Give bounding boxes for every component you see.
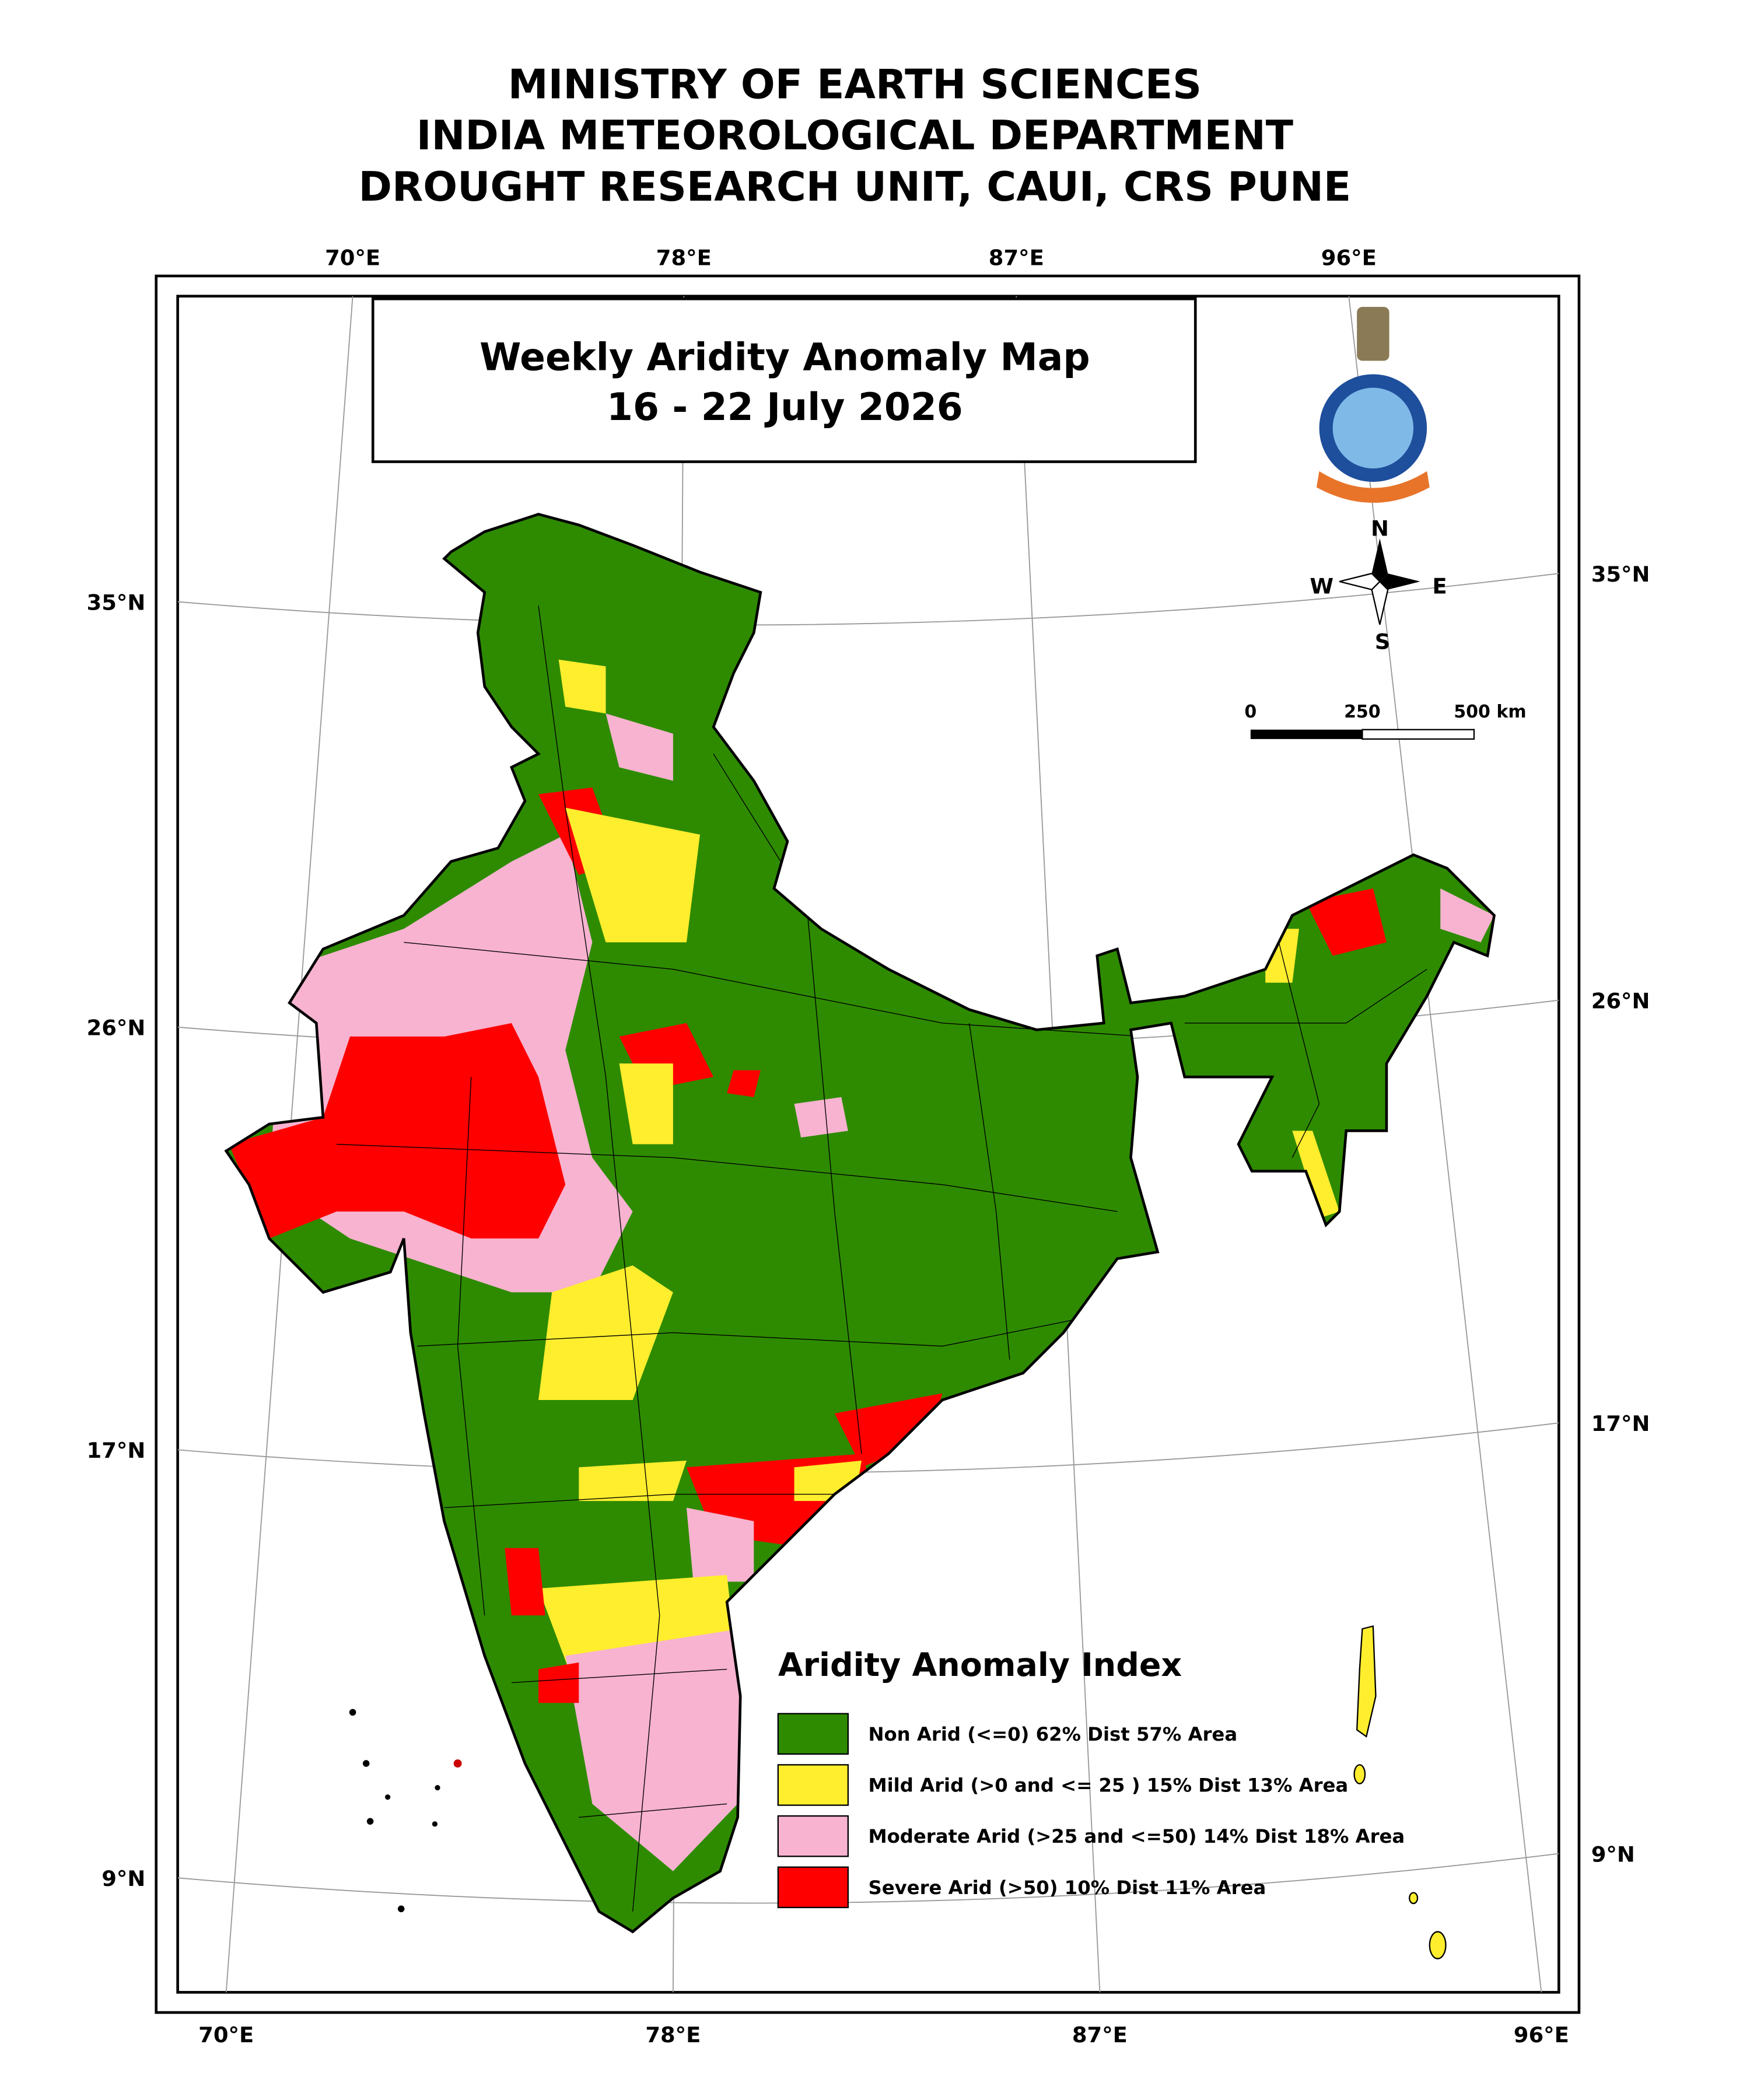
region-severe [505,1548,545,1616]
andaman-nicobar [1353,1625,1447,1959]
legend-swatch [777,1815,849,1857]
map-period: 16 - 22 July 2026 [607,386,963,429]
longitude-label: 96°E [1514,2022,1569,2048]
region-moderate [606,713,673,781]
graticule-labels: 70°E 78°E 87°E 96°E 70°E 78°E 87°E 96°E 35°N 26°N… [87,246,1650,2048]
parallel [177,573,1559,626]
region-mild [619,1063,673,1144]
region-severe [727,1070,761,1097]
header-line: MINISTRY OF EARTH SCIENCES [508,61,1202,108]
compass-west: W [1310,574,1334,599]
longitude-label: 70°E [198,2022,254,2048]
emblem-globe [1332,387,1414,469]
compass: N S E W [1310,516,1447,654]
scale-label: 500 km [1454,702,1526,722]
region-severe [834,1393,943,1468]
region-mild [565,807,700,943]
emblem-lions [1357,307,1390,361]
longitude-label: 87°E [989,246,1044,271]
compass-south: S [1375,629,1391,654]
region-moderate [794,1097,848,1138]
longitude-label: 78°E [656,246,712,271]
title-box [371,298,1197,463]
inner-frame [176,295,1560,1994]
longitude-label: 87°E [1072,2022,1128,2048]
header-line: DROUGHT RESEARCH UNIT, CAUI, CRS PUNE [359,164,1352,211]
india-outline [224,513,1496,1934]
region-mild [579,1460,687,1502]
lakshadweep [349,1709,462,1913]
latitude-label: 9°N [1591,1842,1635,1867]
header-line: INDIA METEOROLOGICAL DEPARTMENT [416,113,1293,159]
latitude-label: 17°N [87,1438,146,1463]
scale-bar: 0 250 500 km [1244,702,1527,740]
legend-title: Aridity Anomaly Index [778,1647,1182,1684]
region-moderate [686,1507,754,1582]
region-severe [1306,888,1387,956]
region-mild [538,1265,673,1400]
region-moderate [565,1629,741,1871]
parallel [177,1422,1559,1474]
region-mild [558,659,606,714]
outer-frame [155,274,1581,2014]
region-severe [229,1023,566,1239]
region-mild [1292,1130,1340,1219]
emblem-ribbon [1316,471,1430,503]
legend-label: Severe Arid (>50) 10% Dist 11% Area [868,1877,1266,1899]
region-severe [538,1662,579,1703]
latitude-label: 17°N [1591,1411,1650,1436]
scale-label: 250 [1344,702,1381,722]
region-moderate [1440,888,1494,943]
longitude-label: 70°E [325,246,380,271]
longitude-label: 78°E [645,2022,701,2048]
legend: Aridity Anomaly Index Non Arid (<=0) 62%… [777,1647,1405,1909]
latitude-label: 35°N [1591,562,1650,587]
legend-label: Moderate Arid (>25 and <=50) 14% Dist 18… [868,1825,1405,1847]
latitude-label: 26°N [1591,988,1650,1013]
legend-label: Non Arid (<=0) 62% Dist 57% Area [868,1723,1237,1745]
latitude-label: 9°N [102,1866,145,1891]
compass-east: E [1432,574,1447,599]
legend-swatch [777,1866,849,1909]
legend-label: Mild Arid (>0 and <= 25 ) 15% Dist 13% A… [868,1774,1348,1797]
parallel [177,1853,1559,1904]
legend-swatch [777,1764,849,1806]
imd-emblem [1316,307,1430,503]
longitude-label: 96°E [1321,246,1377,271]
legend-swatch [777,1713,849,1755]
latitude-label: 35°N [87,590,146,615]
map-title: Weekly Aridity Anomaly Map [480,336,1090,380]
scale-label: 0 [1244,702,1256,722]
compass-north: N [1371,516,1389,541]
latitude-label: 26°N [87,1016,146,1041]
